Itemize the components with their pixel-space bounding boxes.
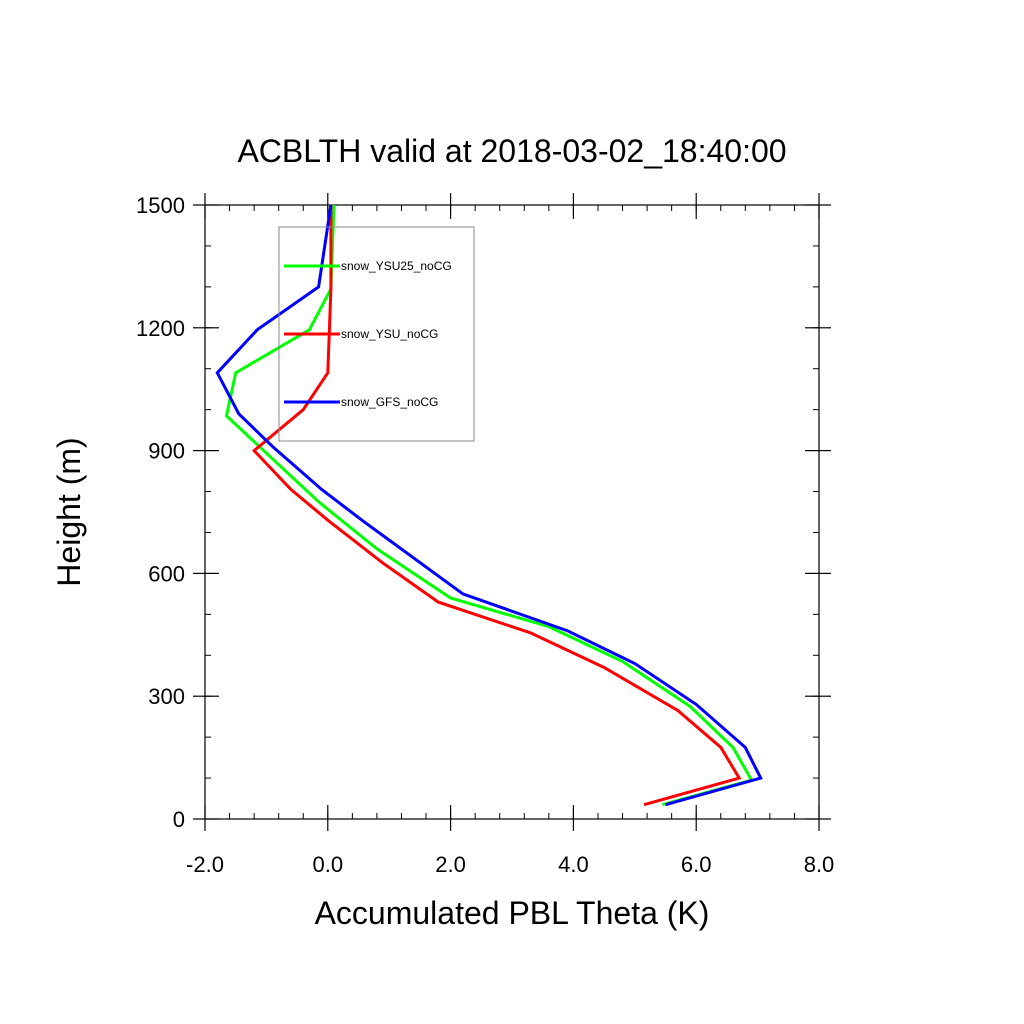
y-axis-label: Height (m)	[51, 437, 87, 586]
legend: snow_YSU25_noCG snow_YSU_noCG snow_GFS_noC…	[278, 226, 475, 442]
legend-entries: snow_YSU25_noCG snow_YSU_noCG snow_GFS_noC…	[284, 259, 452, 409]
x-tick-labels: -2.0 0.0 2.0 4.0 6.0 8.0	[186, 852, 834, 877]
legend-label-snow_YSU25_noCG: snow_YSU25_noCG	[341, 259, 452, 273]
series-line-snow_YSU25_noCG	[224, 204, 754, 807]
y-tick-label: 600	[148, 561, 185, 586]
y-tick-label: 1500	[136, 193, 185, 218]
legend-label-snow_YSU_noCG: snow_YSU_noCG	[341, 327, 438, 341]
minor-ticks	[204, 204, 820, 820]
y-tick-label: 300	[148, 684, 185, 709]
series-line-snow_GFS_noCG	[215, 204, 763, 807]
plot-frame	[204, 204, 820, 820]
x-tick-label: 2.0	[435, 852, 466, 877]
chart-title: ACBLTH valid at 2018-03-02_18:40:00	[237, 133, 786, 169]
x-tick-label: 4.0	[558, 852, 589, 877]
legend-label-snow_GFS_noCG: snow_GFS_noCG	[341, 395, 438, 409]
major-ticks	[193, 193, 831, 831]
x-tick-label: 0.0	[313, 852, 344, 877]
y-tick-labels: 0 300 600 900 1200 1500	[136, 193, 185, 832]
x-tick-label: 6.0	[681, 852, 712, 877]
series-line-snow_YSU_noCG	[251, 205, 742, 807]
legend-box	[278, 226, 475, 442]
x-tick-label: -2.0	[186, 852, 224, 877]
y-tick-label: 900	[148, 439, 185, 464]
x-axis-label: Accumulated PBL Theta (K)	[315, 895, 710, 931]
y-tick-label: 0	[173, 807, 185, 832]
y-tick-label: 1200	[136, 316, 185, 341]
series-lines	[215, 204, 763, 807]
x-tick-label: 8.0	[804, 852, 835, 877]
